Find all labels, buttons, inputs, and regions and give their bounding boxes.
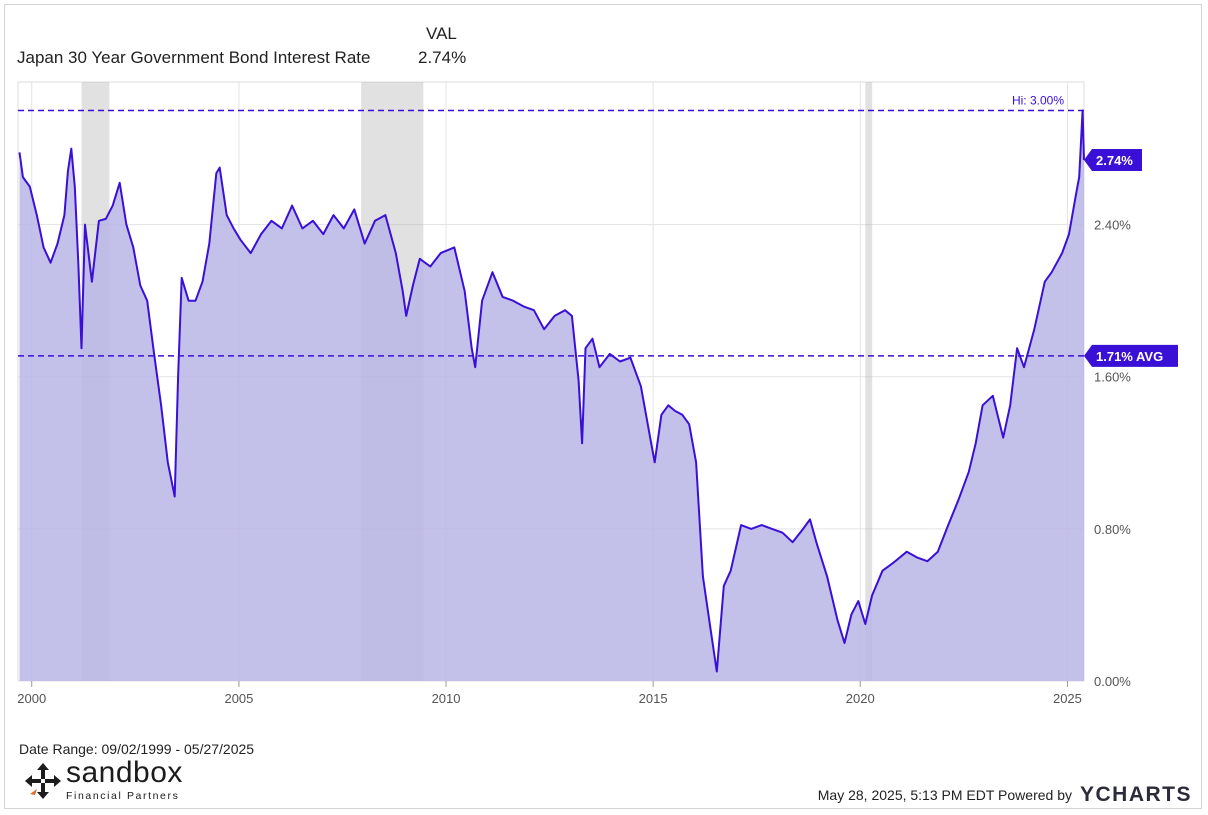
footer-attribution: May 28, 2025, 5:13 PM EDT Powered by YCH… [818,783,1192,807]
high-label: Hi: 3.00% [1012,94,1064,108]
recession-band [865,82,873,681]
legend-series-name[interactable]: Japan 30 Year Government Bond Interest R… [17,48,371,67]
chart-frame [4,4,1202,809]
x-tick-label: 2025 [1053,691,1082,706]
date-range: Date Range: 09/02/1999 - 05/27/2025 [19,741,255,757]
series-line [18,109,1085,673]
x-tick-label: 2000 [17,691,46,706]
logo-subtitle: Financial Partners [66,790,180,802]
y-tick-label: 0.80% [1094,522,1131,537]
average-tag: 1.71% AVG [1084,344,1178,367]
last-value-tag-text: 2.74% [1096,153,1133,168]
legend-header: VAL [426,24,457,43]
average-tag-text: 1.71% AVG [1096,349,1163,364]
y-tick-label: 0.00% [1094,674,1131,689]
logo-wordmark: sandbox [66,756,183,789]
last-value-tag-bg [1084,148,1142,171]
ycharts-brand[interactable]: YCHARTS [1079,783,1192,806]
last-value-tag: 2.74% [1084,148,1142,171]
x-tick-label: 2015 [639,691,668,706]
series-area [19,110,1084,681]
x-tick-label: 2010 [432,691,461,706]
compass-arrows-icon [25,763,61,799]
sandbox-logo: sandbox Financial Partners [24,756,214,804]
legend-series-value: 2.74% [418,48,467,67]
x-tick-label: 2020 [846,691,875,706]
y-tick-label: 2.40% [1094,218,1131,233]
average-tag-bg [1084,344,1178,367]
timestamp: May 28, 2025, 5:13 PM EDT Powered by [817,787,1072,803]
y-tick-label: 1.60% [1094,370,1131,385]
x-tick-label: 2005 [224,691,253,706]
